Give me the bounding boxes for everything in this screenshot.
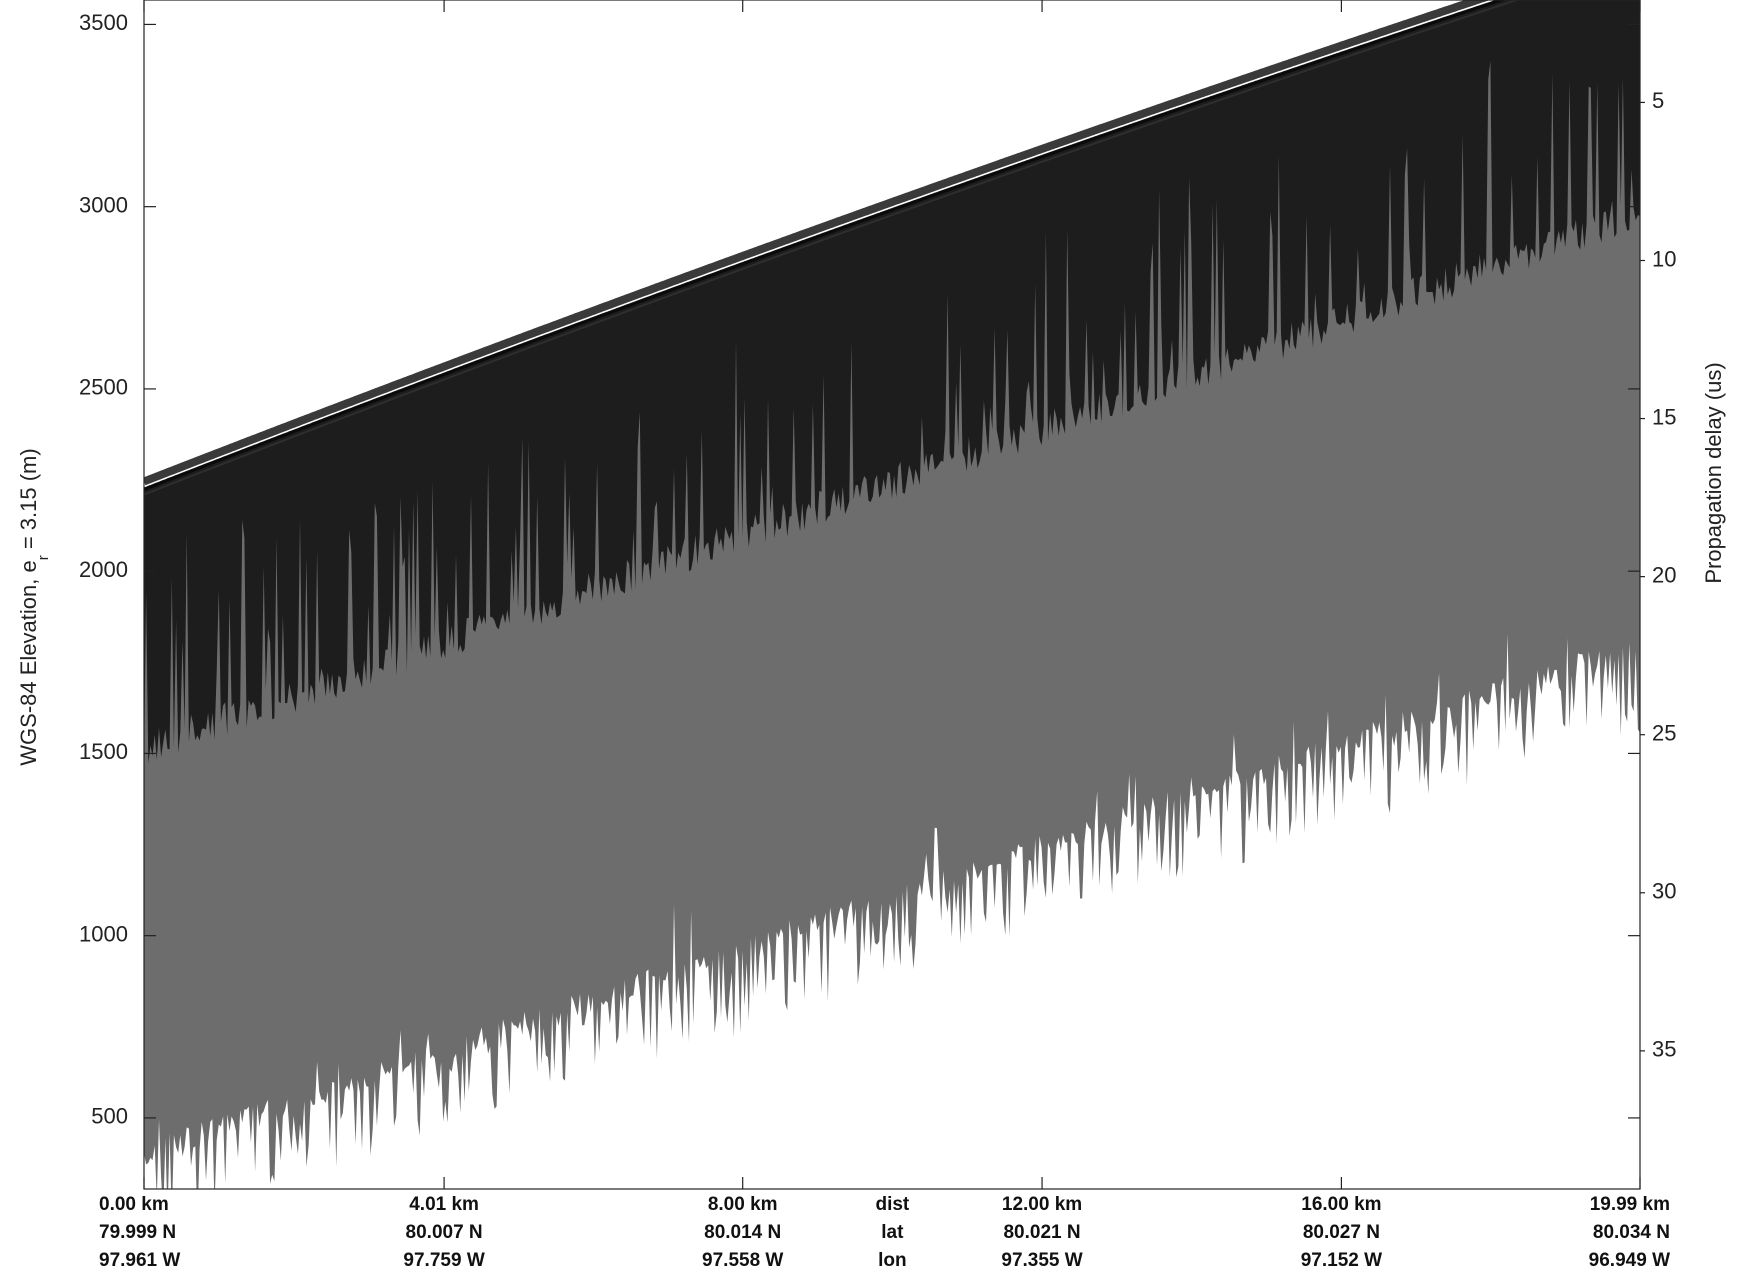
echogram xyxy=(144,0,1640,1189)
lon-label: 97.558 W xyxy=(702,1250,783,1268)
y-tick-label: 3000 xyxy=(79,192,128,217)
x-tick-label: 4.01 km xyxy=(409,1194,479,1215)
y-tick-label: 500 xyxy=(91,1104,128,1129)
y2-tick-label: 15 xyxy=(1652,404,1676,429)
y2-tick-label: 25 xyxy=(1652,721,1676,746)
lat-label: 79.999 N xyxy=(99,1222,176,1243)
y-tick-label: 3500 xyxy=(79,10,128,35)
lon-label: 96.949 W xyxy=(1589,1250,1670,1268)
lon-label: 97.961 W xyxy=(99,1250,180,1268)
plot-frame xyxy=(143,0,1641,1190)
y2-tick-label: 35 xyxy=(1652,1037,1676,1062)
ice-layer xyxy=(144,0,1640,767)
y-tick-label: 2000 xyxy=(79,557,128,582)
surface-band xyxy=(144,0,1507,491)
y-tick-label: 2500 xyxy=(79,375,128,400)
surface-band xyxy=(144,0,1491,486)
row-name: dist xyxy=(875,1194,909,1215)
lat-label: 80.027 N xyxy=(1303,1222,1380,1243)
x-tick-label: 8.00 km xyxy=(708,1194,778,1215)
x-tick-label: 12.00 km xyxy=(1002,1194,1082,1215)
y-label-rest: = 3.15 (m) xyxy=(16,448,41,555)
y2-tick-label: 5 xyxy=(1652,88,1664,113)
surface-band xyxy=(144,0,1520,496)
lat-label: 80.014 N xyxy=(704,1222,781,1243)
y2-tick-label: 30 xyxy=(1652,879,1676,904)
lon-label: 97.152 W xyxy=(1301,1250,1382,1268)
row-name: lon xyxy=(878,1250,907,1268)
y2-axis-label: Propagation delay (us) xyxy=(1701,362,1726,583)
y-label-sub: r xyxy=(35,555,52,560)
row-name: lat xyxy=(881,1222,904,1243)
x-tick-label: 19.99 km xyxy=(1590,1194,1670,1215)
lat-label: 80.034 N xyxy=(1593,1222,1670,1243)
y2-tick-label: 10 xyxy=(1652,246,1676,271)
lon-label: 97.355 W xyxy=(1001,1250,1082,1268)
lat-label: 80.007 N xyxy=(406,1222,483,1243)
y-tick-label: 1000 xyxy=(79,921,128,946)
y-axis-label: WGS-84 Elevation, er = 3.15 (m) xyxy=(16,448,52,765)
y-label-main: WGS-84 Elevation, e xyxy=(16,560,41,765)
y-tick-label: 1500 xyxy=(79,739,128,764)
lon-label: 97.759 W xyxy=(403,1250,484,1268)
x-tick-label: 16.00 km xyxy=(1301,1194,1381,1215)
x-tick-label: 0.00 km xyxy=(99,1194,169,1215)
lat-label: 80.021 N xyxy=(1003,1222,1080,1243)
y2-tick-label: 20 xyxy=(1652,562,1676,587)
